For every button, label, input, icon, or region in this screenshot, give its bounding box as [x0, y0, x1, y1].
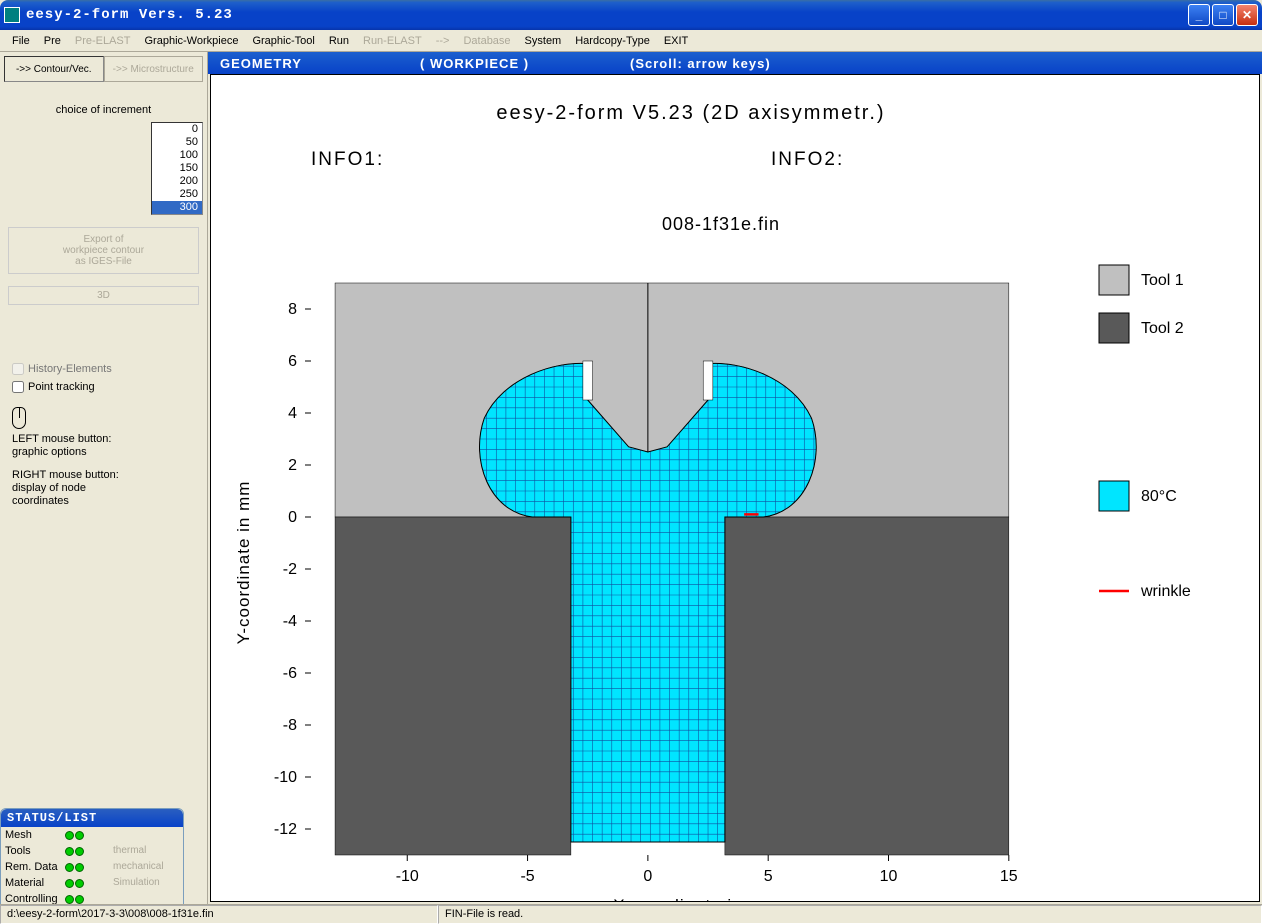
menu-exit[interactable]: EXIT — [664, 35, 688, 47]
export-button[interactable]: Export of workpiece contour as IGES-File — [8, 227, 199, 274]
svg-text:Tool 2: Tool 2 — [1141, 320, 1184, 337]
point-label: Point tracking — [28, 381, 95, 393]
canvas-header-type: ( WORKPIECE ) — [420, 56, 630, 71]
menu-system[interactable]: System — [525, 35, 562, 47]
3d-button[interactable]: 3D — [8, 286, 199, 305]
contour-tab[interactable]: ->> Contour/Vec. — [4, 56, 104, 82]
svg-text:-10: -10 — [274, 769, 297, 786]
svg-text:008-1f31e.fin: 008-1f31e.fin — [662, 214, 780, 234]
menu--->: --> — [436, 35, 450, 47]
menu-pre-elast: Pre-ELAST — [75, 35, 131, 47]
close-button[interactable]: ✕ — [1236, 4, 1258, 26]
svg-text:-8: -8 — [283, 717, 297, 734]
canvas-area: GEOMETRY ( WORKPIECE ) (Scroll: arrow ke… — [208, 52, 1262, 904]
canvas-header-mode: GEOMETRY — [220, 56, 420, 71]
history-checkbox[interactable] — [12, 363, 24, 375]
svg-text:Tool 1: Tool 1 — [1141, 272, 1184, 289]
svg-text:wrinkle: wrinkle — [1140, 583, 1191, 600]
point-checkbox-row[interactable]: Point tracking — [12, 381, 195, 393]
menu-run[interactable]: Run — [329, 35, 349, 47]
svg-text:6: 6 — [288, 353, 297, 370]
increment-item[interactable]: 200 — [152, 175, 202, 188]
menu-run-elast: Run-ELAST — [363, 35, 422, 47]
status-row: Rem. Datamechanical — [1, 859, 183, 875]
app-icon — [4, 7, 20, 23]
svg-text:5: 5 — [764, 868, 773, 885]
menu-database: Database — [463, 35, 510, 47]
plot-area[interactable]: eesy-2-form V5.23 (2D axisymmetr.) INFO1:… — [210, 74, 1260, 902]
svg-text:eesy-2-form V5.23 (2D axisym: eesy-2-form V5.23 (2D axisymmetr.) — [496, 102, 885, 124]
svg-text:4: 4 — [288, 405, 297, 422]
svg-text:-6: -6 — [283, 665, 297, 682]
svg-text:INFO1:: INFO1: — [311, 149, 384, 170]
svg-text:-4: -4 — [283, 613, 297, 630]
svg-text:-12: -12 — [274, 821, 297, 838]
canvas-header: GEOMETRY ( WORKPIECE ) (Scroll: arrow ke… — [208, 52, 1262, 74]
menu-file[interactable]: File — [12, 35, 30, 47]
plot-svg: eesy-2-form V5.23 (2D axisymmetr.) INFO1:… — [211, 75, 1259, 901]
statusbar-msg: FIN-File is read. — [438, 905, 1262, 924]
maximize-button[interactable]: □ — [1212, 4, 1234, 26]
menubar: File Pre Pre-ELAST Graphic-Workpiece Graphic… — [0, 30, 1262, 52]
status-row: Toolsthermal — [1, 843, 183, 859]
increment-item[interactable]: 300 — [152, 201, 202, 214]
history-label: History-Elements — [28, 363, 112, 375]
status-row: MaterialSimulation — [1, 875, 183, 891]
svg-text:Y-coordinate in mm: Y-coordinate in mm — [234, 481, 253, 645]
statusbar-path: d:\eesy-2-form\2017-3-3\008\008-1f31e.fi… — [0, 905, 438, 924]
svg-text:15: 15 — [1000, 868, 1018, 885]
svg-text:-5: -5 — [520, 868, 534, 885]
history-checkbox-row[interactable]: History-Elements — [12, 363, 195, 375]
window-title: eesy-2-form Vers. 5.23 — [26, 7, 1188, 23]
mouse-icon — [12, 407, 26, 429]
canvas-header-hint: (Scroll: arrow keys) — [630, 56, 1250, 71]
svg-text:10: 10 — [880, 868, 898, 885]
increment-label: choice of increment — [0, 104, 207, 116]
left-panel: ->> Contour/Vec. ->> Microstructure choi… — [0, 52, 208, 904]
svg-text:2: 2 — [288, 457, 297, 474]
status-row: Mesh — [1, 827, 183, 843]
status-title: STATUS/LIST — [1, 809, 183, 827]
increment-list[interactable]: 050100150200250300 — [151, 122, 203, 215]
menu-hardcopy-type[interactable]: Hardcopy-Type — [575, 35, 650, 47]
svg-text:0: 0 — [288, 509, 297, 526]
left-mouse-help: LEFT mouse button: graphic options — [12, 433, 195, 459]
svg-text:0: 0 — [643, 868, 652, 885]
increment-item[interactable]: 100 — [152, 149, 202, 162]
increment-item[interactable]: 50 — [152, 136, 202, 149]
increment-item[interactable]: 0 — [152, 123, 202, 136]
minimize-button[interactable]: _ — [1188, 4, 1210, 26]
increment-item[interactable]: 250 — [152, 188, 202, 201]
microstructure-tab[interactable]: ->> Microstructure — [104, 56, 204, 82]
svg-text:8: 8 — [288, 301, 297, 318]
right-mouse-help: RIGHT mouse button: display of node coor… — [12, 469, 195, 508]
svg-text:-10: -10 — [396, 868, 419, 885]
svg-text:80°C: 80°C — [1141, 488, 1177, 505]
svg-text:INFO2:: INFO2: — [771, 149, 844, 170]
svg-text:X-coordinate in mm: X-coordinate in mm — [613, 896, 778, 901]
increment-item[interactable]: 150 — [152, 162, 202, 175]
point-tracking-checkbox[interactable] — [12, 381, 24, 393]
menu-graphic-workpiece[interactable]: Graphic-Workpiece — [145, 35, 239, 47]
window-titlebar: eesy-2-form Vers. 5.23 _ □ ✕ — [0, 0, 1262, 30]
statusbar: d:\eesy-2-form\2017-3-3\008\008-1f31e.fi… — [0, 904, 1262, 924]
menu-pre[interactable]: Pre — [44, 35, 61, 47]
menu-graphic-tool[interactable]: Graphic-Tool — [252, 35, 314, 47]
svg-text:-2: -2 — [283, 561, 297, 578]
